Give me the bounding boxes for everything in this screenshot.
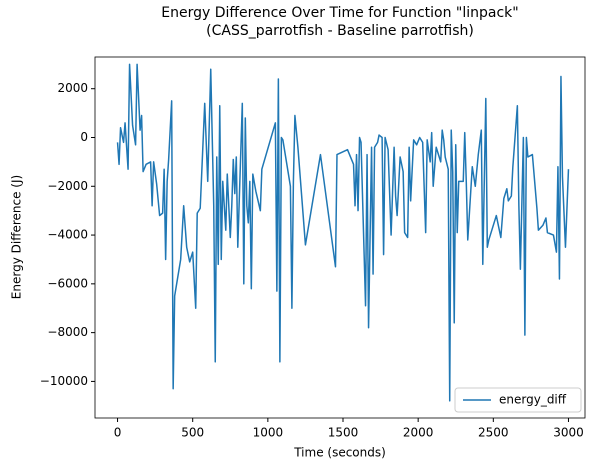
x-axis-label: Time (seconds) [293, 446, 386, 460]
x-tick-label: 3000 [553, 426, 584, 440]
data-line [116, 63, 570, 402]
x-tick-label: 1500 [328, 426, 359, 440]
y-tick-label: −8000 [47, 325, 88, 339]
y-tick-label: −4000 [47, 228, 88, 242]
y-tick-label: −2000 [47, 179, 88, 193]
plot-frame [94, 56, 586, 419]
y-tick-label: 0 [80, 130, 88, 144]
x-tick-label: 0 [114, 426, 122, 440]
chart-title: Energy Difference Over Time for Function… [161, 5, 518, 21]
y-tick-label: −6000 [47, 276, 88, 290]
y-axis-label: Energy Difference (J) [10, 175, 24, 299]
y-tick-label: 2000 [57, 81, 88, 95]
chart-subtitle: (CASS_parrotfish - Baseline parrotfish) [206, 23, 474, 39]
legend-label: energy_diff [499, 393, 567, 407]
x-tick-label: 1000 [253, 426, 284, 440]
x-tick-label: 2000 [403, 426, 434, 440]
x-tick-label: 2500 [478, 426, 509, 440]
legend-box [454, 387, 582, 413]
y-tick-label: −10000 [40, 374, 88, 388]
x-tick-label: 500 [181, 426, 204, 440]
